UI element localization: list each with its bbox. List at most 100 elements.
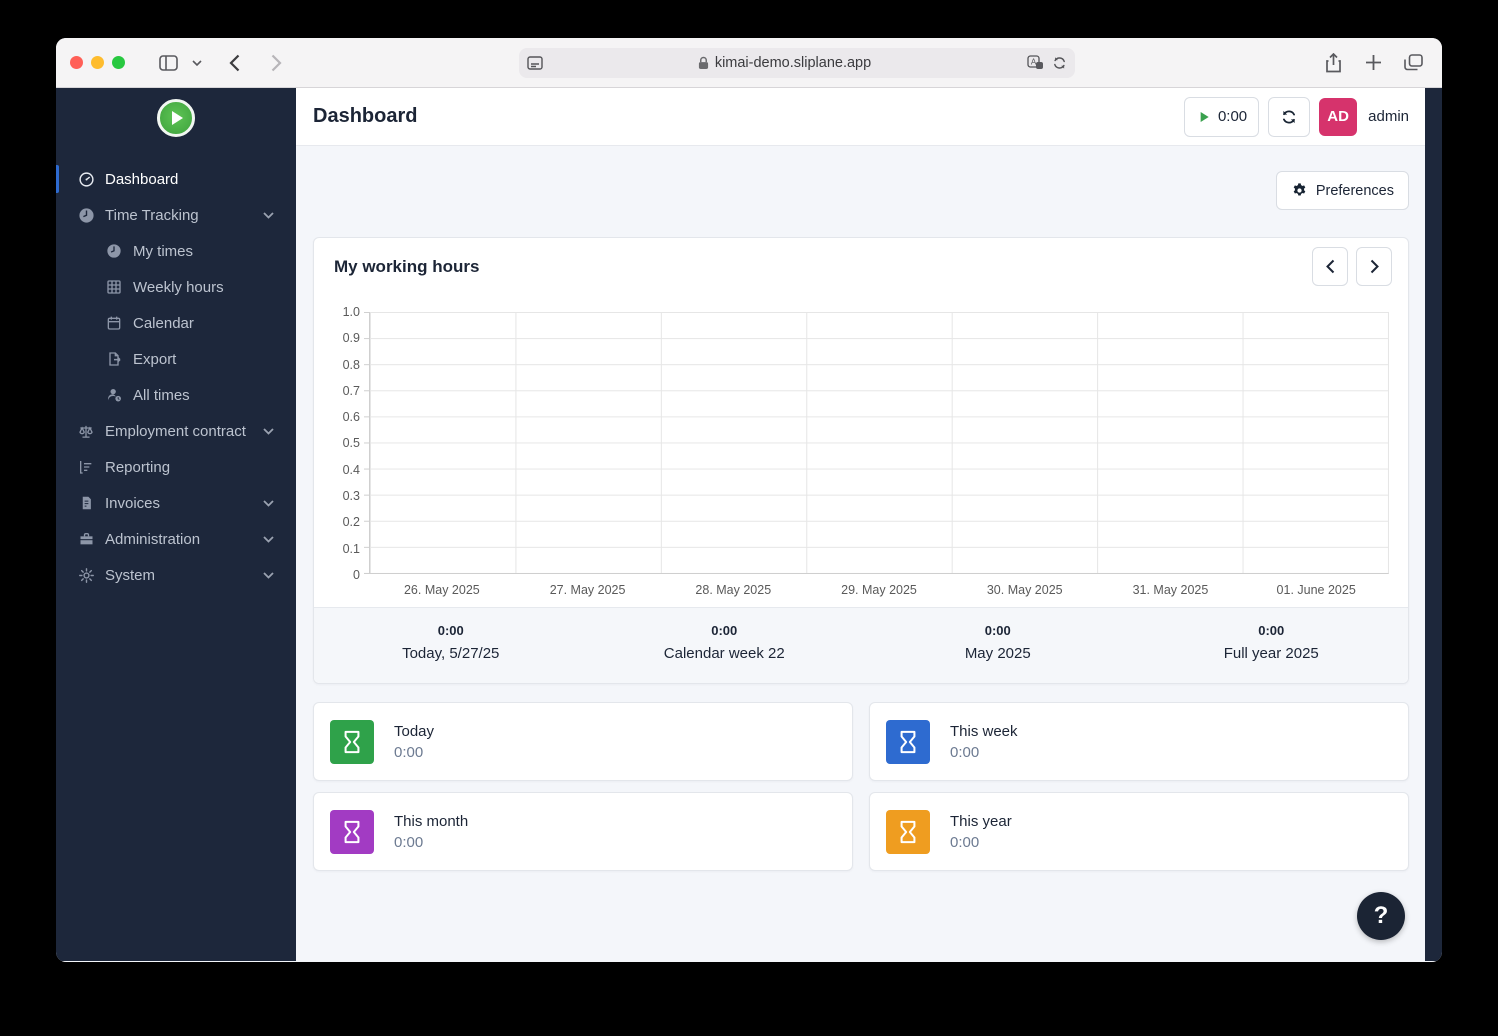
stat-value: 0:00 [394, 743, 424, 761]
username[interactable]: admin [1368, 108, 1409, 125]
summary-value: 0:00 [437, 623, 464, 638]
summary-value: 0:00 [1258, 623, 1285, 638]
hourglass-icon [886, 719, 930, 764]
reload-icon[interactable] [1052, 55, 1067, 71]
sidebar-item-label: Employment contract [105, 422, 246, 440]
lock-icon [698, 56, 708, 69]
refresh-button[interactable] [1268, 96, 1311, 137]
sidebar-item-label: Weekly hours [133, 278, 224, 296]
preferences-button[interactable]: Preferences [1275, 171, 1409, 210]
summary-value: 0:00 [711, 623, 738, 638]
forward-button[interactable] [261, 49, 291, 77]
dashboard-content: Preferences My working hours [296, 146, 1425, 961]
back-button[interactable] [219, 49, 249, 77]
calendar-icon [105, 314, 123, 332]
table-grid-icon [105, 278, 123, 296]
sidebar-item-label: Time Tracking [105, 206, 199, 224]
sidebar-item-administration[interactable]: Administration [56, 521, 296, 557]
sidebar-menu: Dashboard Time Tracking [56, 161, 296, 593]
stat-card-this-week[interactable]: This week 0:00 [869, 702, 1409, 781]
address-bar[interactable]: kimai-demo.sliplane.app A [518, 47, 1075, 78]
working-hours-chart: 1.0 0.9 0.8 0.7 0.6 0.5 0.4 0.3 0.2 0.1 0 [314, 295, 1408, 607]
sidebar-item-label: Export [133, 350, 177, 368]
sidebar-item-label: Reporting [105, 458, 171, 476]
minimize-window-button[interactable] [91, 56, 104, 69]
stat-card-today[interactable]: Today 0:00 [313, 702, 853, 781]
hourglass-icon [330, 719, 374, 764]
working-hours-widget: My working hours [313, 237, 1409, 684]
invoice-icon [77, 494, 95, 512]
chart-axis-ticks [364, 312, 369, 574]
gauge-icon [77, 170, 95, 188]
stat-value: 0:00 [950, 833, 980, 851]
gear-icon [1293, 183, 1306, 196]
reader-icon[interactable] [526, 55, 543, 70]
chart-report-icon [77, 458, 95, 476]
zoom-window-button[interactable] [112, 56, 125, 69]
previous-week-button[interactable] [1312, 247, 1348, 286]
sidebar-item-label: All times [133, 386, 190, 404]
tab-overview-icon[interactable] [1398, 49, 1428, 77]
new-tab-icon[interactable] [1358, 49, 1388, 77]
page-header: Dashboard 0:00 AD ad [296, 88, 1425, 146]
stat-title: This year [950, 812, 1012, 830]
stat-card-this-year[interactable]: This year 0:00 [869, 792, 1409, 871]
sidebar-item-calendar[interactable]: Calendar [56, 305, 296, 341]
clock-icon [105, 242, 123, 260]
summary-label: Full year 2025 [1223, 645, 1319, 662]
sidebar-item-label: System [105, 566, 156, 584]
sidebar-item-reporting[interactable]: Reporting [56, 449, 296, 485]
summary-month: 0:00 May 2025 [861, 623, 1135, 662]
stat-value: 0:00 [950, 743, 980, 761]
sidebar-item-label: Dashboard [105, 170, 179, 188]
sidebar-item-all-times[interactable]: All times [56, 377, 296, 413]
summary-label: May 2025 [964, 645, 1031, 662]
stat-card-this-month[interactable]: This month 0:00 [313, 792, 853, 871]
sidebar-item-time-tracking[interactable]: Time Tracking [56, 197, 296, 233]
chevron-down-icon[interactable] [189, 49, 205, 77]
summary-year: 0:00 Full year 2025 [1135, 623, 1409, 662]
chevron-down-icon [263, 499, 274, 507]
stat-title: Today [394, 722, 435, 740]
clock-icon [77, 206, 95, 224]
sidebar: Dashboard Time Tracking [56, 88, 296, 961]
briefcase-icon [77, 530, 95, 548]
sidebar-item-weekly-hours[interactable]: Weekly hours [56, 269, 296, 305]
sidebar-item-label: Administration [105, 530, 201, 548]
help-button[interactable]: ? [1357, 892, 1405, 940]
sidebar-item-invoices[interactable]: Invoices [56, 485, 296, 521]
browser-toolbar: kimai-demo.sliplane.app A [56, 38, 1442, 88]
widget-title: My working hours [334, 256, 480, 276]
kimai-logo[interactable] [157, 99, 195, 137]
page-background-strip [1425, 88, 1442, 961]
sidebar-item-export[interactable]: Export [56, 341, 296, 377]
summary-label: Today, 5/27/25 [402, 645, 500, 662]
user-clock-icon [105, 386, 123, 404]
next-week-button[interactable] [1356, 247, 1392, 286]
summary-label: Calendar week 22 [663, 645, 785, 662]
sidebar-item-system[interactable]: System [56, 557, 296, 593]
sidebar-item-my-times[interactable]: My times [56, 233, 296, 269]
sidebar-toggle-icon[interactable] [153, 49, 183, 77]
chart-x-axis: 26. May 2025 27. May 2025 28. May 2025 29.… [403, 583, 1356, 597]
chevron-down-icon [263, 535, 274, 543]
close-window-button[interactable] [70, 56, 83, 69]
summary-today: 0:00 Today, 5/27/25 [314, 623, 588, 662]
working-hours-summary: 0:00 Today, 5/27/25 0:00 Calendar week 2… [314, 607, 1408, 683]
share-icon[interactable] [1318, 49, 1348, 77]
browser-actions [1318, 49, 1428, 77]
sidebar-item-employment-contract[interactable]: Employment contract [56, 413, 296, 449]
chart-y-axis: 1.0 0.9 0.8 0.7 0.6 0.5 0.4 0.3 0.2 0.1 0 [342, 305, 360, 582]
sidebar-item-label: Invoices [105, 494, 161, 512]
stat-title: This week [950, 722, 1018, 740]
timer-value: 0:00 [1217, 108, 1248, 125]
play-icon [1200, 111, 1209, 122]
chevron-right-icon [1370, 259, 1379, 274]
stat-cards: Today 0:00 This week [313, 702, 1409, 871]
stat-value: 0:00 [394, 833, 424, 851]
user-avatar[interactable]: AD [1319, 97, 1358, 136]
sidebar-item-dashboard[interactable]: Dashboard [56, 161, 296, 197]
timer-start-button[interactable]: 0:00 [1183, 96, 1260, 137]
translate-icon[interactable]: A [1026, 55, 1044, 70]
